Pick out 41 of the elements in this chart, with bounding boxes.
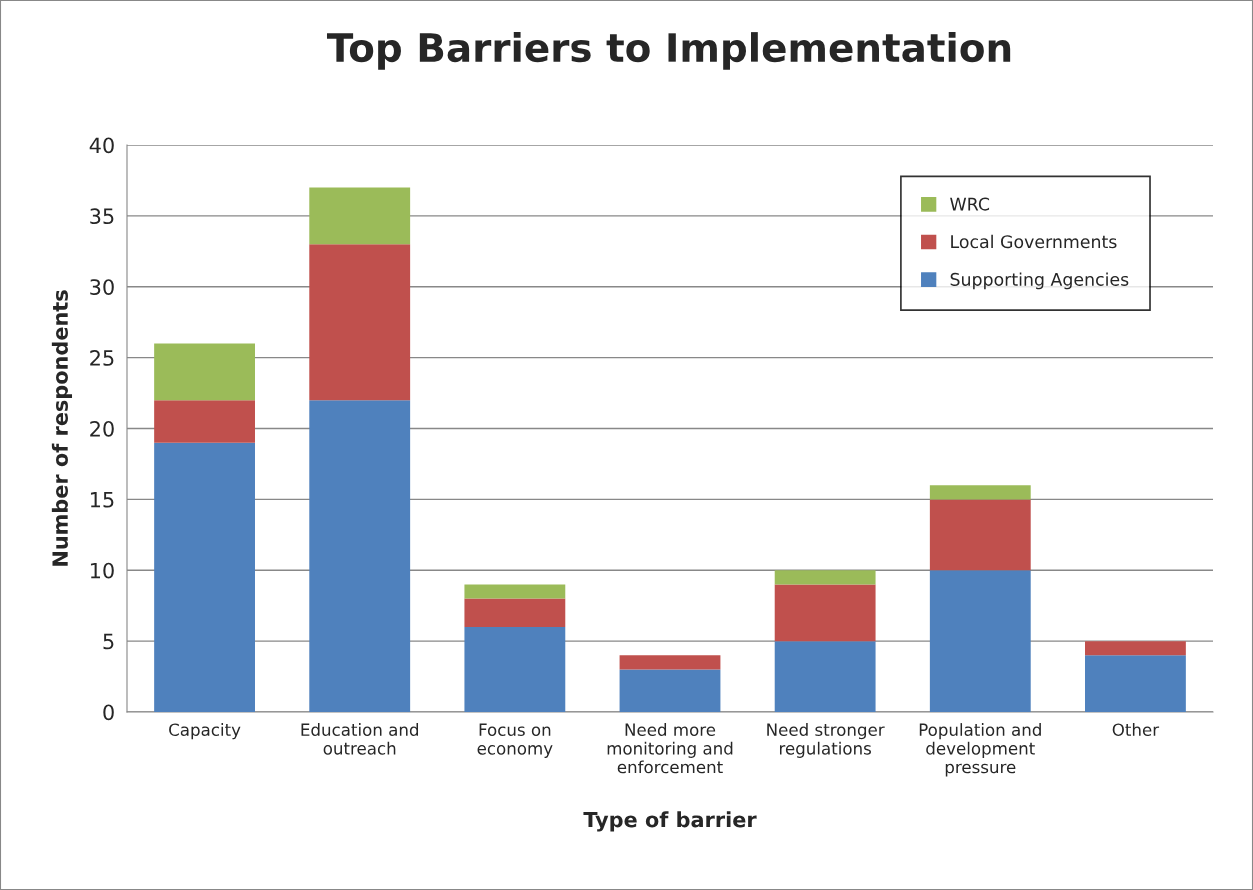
bar [154, 400, 255, 443]
y-tick-label: 0 [103, 704, 114, 721]
bar [774, 641, 876, 712]
chart-title: Top Barriers to Implementation [326, 32, 1011, 70]
x-tick-label: Other [1112, 723, 1160, 737]
x-tick-label: Education and outreach [301, 723, 419, 755]
bar [929, 499, 1031, 571]
bar [309, 400, 411, 712]
bar [619, 655, 721, 670]
bar [464, 584, 566, 599]
bar [929, 570, 1031, 712]
y-tick-label: 30 [90, 279, 114, 295]
y-axis-title: Number of respondents [51, 290, 73, 566]
bar [309, 187, 411, 245]
bar [154, 442, 255, 712]
bar [154, 343, 255, 401]
bar [619, 669, 721, 712]
bar [464, 598, 566, 627]
legend-label: Local Governments [951, 234, 1117, 249]
legend-label: Supporting Agencies [950, 272, 1129, 290]
y-tick-label: 15 [90, 492, 114, 508]
x-tick-label: Population and development pressure [919, 723, 1041, 777]
bar [929, 485, 1031, 500]
bar [1085, 655, 1186, 712]
bar [1085, 641, 1186, 656]
bar [464, 626, 566, 712]
y-tick-label: 25 [90, 350, 114, 366]
y-tick-label: 35 [90, 208, 114, 225]
y-tick-label: 5 [103, 633, 114, 650]
y-tick-label: 10 [90, 562, 114, 579]
bar [309, 244, 411, 401]
x-tick-label: Capacity [169, 723, 241, 740]
bar [774, 584, 876, 642]
legend-label: WRC [950, 197, 990, 211]
y-tick-label: 40 [89, 137, 114, 154]
x-tick-label: Need more monitoring and enforcement [607, 723, 733, 774]
bar [774, 570, 876, 585]
x-tick-label: Focus on economy [477, 723, 553, 758]
x-axis-title: Type of barrier [583, 811, 757, 832]
y-tick-label: 20 [90, 420, 114, 437]
x-tick-label: Need stronger regulations [767, 723, 885, 758]
